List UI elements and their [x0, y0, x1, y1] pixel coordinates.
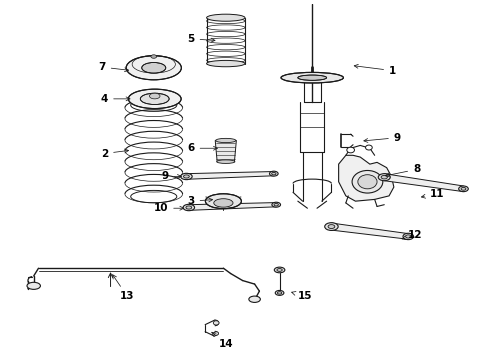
Ellipse shape	[181, 173, 192, 180]
Circle shape	[347, 147, 354, 153]
Text: 5: 5	[187, 34, 215, 44]
Ellipse shape	[272, 202, 281, 207]
Ellipse shape	[151, 55, 157, 58]
Polygon shape	[331, 223, 408, 239]
Ellipse shape	[403, 233, 414, 240]
Ellipse shape	[277, 292, 282, 294]
Ellipse shape	[214, 199, 233, 207]
Ellipse shape	[184, 175, 189, 178]
Text: 12: 12	[402, 230, 423, 240]
Text: 11: 11	[421, 189, 444, 199]
Polygon shape	[339, 155, 394, 201]
Polygon shape	[215, 140, 236, 162]
Ellipse shape	[207, 14, 245, 21]
Text: 10: 10	[154, 203, 184, 213]
Ellipse shape	[216, 138, 236, 143]
Text: 8: 8	[386, 165, 420, 177]
Text: 2: 2	[101, 149, 128, 158]
Ellipse shape	[128, 89, 181, 109]
Circle shape	[352, 171, 383, 193]
Ellipse shape	[249, 296, 260, 302]
Ellipse shape	[277, 269, 282, 271]
Ellipse shape	[461, 188, 466, 190]
Text: 6: 6	[187, 143, 218, 153]
Text: 9: 9	[364, 133, 401, 143]
Circle shape	[358, 175, 377, 189]
Text: 9: 9	[161, 171, 181, 181]
Ellipse shape	[140, 93, 169, 104]
Polygon shape	[384, 174, 464, 192]
Ellipse shape	[274, 267, 285, 273]
Ellipse shape	[328, 225, 335, 229]
Ellipse shape	[298, 75, 327, 80]
Ellipse shape	[126, 56, 181, 80]
Polygon shape	[186, 171, 274, 179]
Ellipse shape	[183, 204, 195, 211]
Ellipse shape	[274, 203, 278, 206]
Ellipse shape	[27, 282, 41, 289]
Text: 1: 1	[354, 64, 396, 76]
Ellipse shape	[325, 223, 338, 230]
Polygon shape	[189, 203, 276, 210]
Text: 14: 14	[212, 332, 233, 349]
Ellipse shape	[214, 332, 219, 335]
Text: 7: 7	[98, 62, 128, 72]
Ellipse shape	[271, 172, 276, 175]
Ellipse shape	[213, 321, 219, 325]
Ellipse shape	[381, 175, 388, 179]
Ellipse shape	[142, 63, 166, 73]
Ellipse shape	[281, 72, 343, 83]
Text: 13: 13	[113, 275, 135, 301]
Ellipse shape	[406, 235, 411, 238]
Ellipse shape	[270, 171, 278, 176]
Ellipse shape	[207, 60, 245, 67]
Ellipse shape	[378, 174, 390, 181]
Ellipse shape	[217, 160, 235, 163]
Text: 15: 15	[292, 292, 312, 301]
Ellipse shape	[275, 291, 284, 295]
Text: 3: 3	[187, 196, 213, 206]
Ellipse shape	[149, 93, 160, 99]
Ellipse shape	[459, 186, 468, 192]
Ellipse shape	[205, 194, 242, 208]
Ellipse shape	[186, 206, 192, 209]
Circle shape	[366, 145, 372, 150]
Text: 4: 4	[101, 94, 130, 104]
